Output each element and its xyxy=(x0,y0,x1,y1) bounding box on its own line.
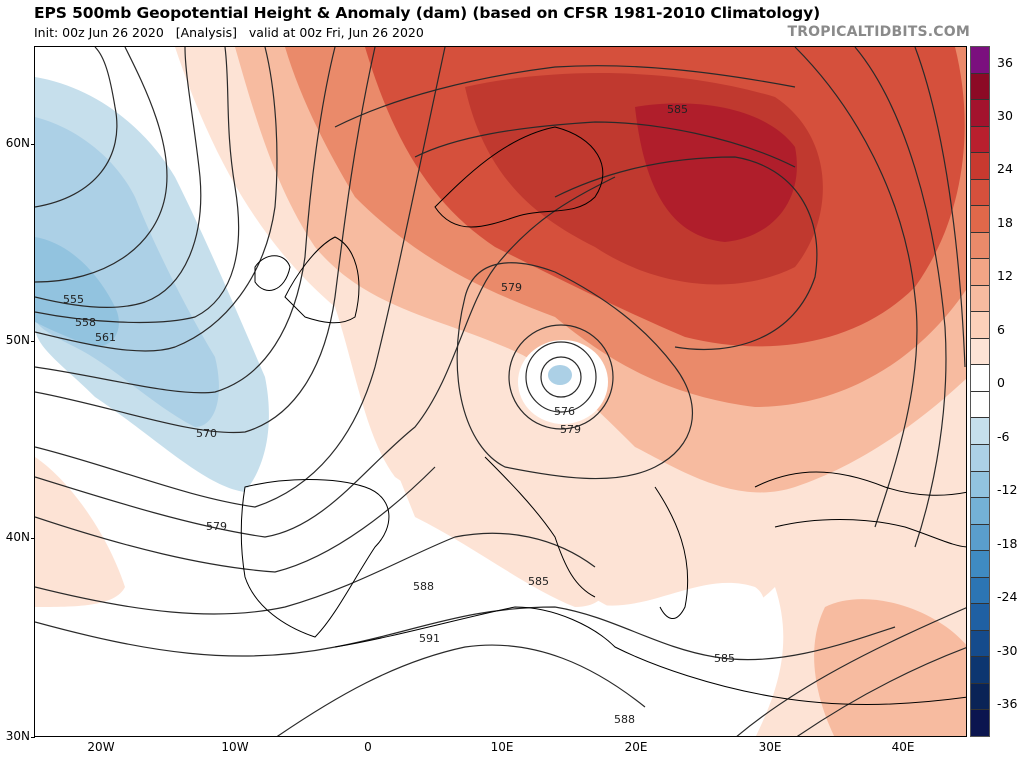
contour-label: 579 xyxy=(560,423,581,436)
lon-tick-0: 0 xyxy=(364,740,372,754)
colorbar-label: 36 xyxy=(997,55,1013,70)
colorbar-segment xyxy=(971,73,989,101)
contour-labels: 555 558 561 570 579 579 576 579 585 588 … xyxy=(63,103,735,726)
coastlines xyxy=(240,126,966,705)
lon-tick-20w: 20W xyxy=(87,740,115,754)
lon-tick-30e: 30E xyxy=(758,740,782,754)
colorbar-segment xyxy=(971,657,989,684)
colorbar-segment xyxy=(971,683,989,711)
colorbar-segment xyxy=(971,206,989,233)
colorbar-label: 12 xyxy=(997,268,1013,283)
brand-watermark: TROPICALTIDBITS.COM xyxy=(787,24,970,40)
contour-label: 585 xyxy=(714,652,735,665)
colorbar-segment xyxy=(971,471,989,499)
cold-anomaly-12 xyxy=(35,117,219,427)
cut-off-low-core xyxy=(548,365,572,385)
colorbar-segment xyxy=(971,126,989,154)
colorbar-segment xyxy=(971,418,989,445)
anomaly-colorbar xyxy=(970,46,990,737)
contour-label: 588 xyxy=(614,713,635,726)
contour-label: 576 xyxy=(554,405,575,418)
lat-tick-30n: 30N xyxy=(0,729,35,743)
colorbar-segment xyxy=(971,312,989,339)
contour-label: 558 xyxy=(75,316,96,329)
contour-label: 570 xyxy=(196,427,217,440)
colorbar-segment xyxy=(971,285,989,313)
init-valid-line: Init: 00z Jun 26 2020 [Analysis] valid a… xyxy=(34,25,424,40)
warm-anomaly-max xyxy=(635,103,797,242)
warm-anomaly-italy xyxy=(395,467,606,607)
colorbar-label: -24 xyxy=(997,589,1018,604)
colorbar-label: -12 xyxy=(997,482,1018,497)
neutral-med xyxy=(235,487,784,736)
colorbar-label: -18 xyxy=(997,536,1018,551)
colorbar-segment xyxy=(971,444,989,472)
colorbar-label: -30 xyxy=(997,643,1018,658)
cold-anomaly-18 xyxy=(35,237,119,347)
lon-tick-20e: 20E xyxy=(624,740,648,754)
lat-tick-50n: 50N xyxy=(0,333,35,347)
colorbar-segment xyxy=(971,179,989,207)
lat-tick-40n: 40N xyxy=(0,530,35,544)
colorbar-segment xyxy=(971,232,989,260)
colorbar-segment xyxy=(971,100,989,127)
colorbar-label: 0 xyxy=(997,375,1005,390)
lon-tick-10e: 10E xyxy=(490,740,514,754)
colorbar-segment xyxy=(971,498,989,525)
colorbar-segment xyxy=(971,259,989,286)
warm-anomaly-sw xyxy=(35,457,125,607)
colorbar-segment xyxy=(971,604,989,631)
colorbar-label: -36 xyxy=(997,696,1018,711)
colorbar-segment xyxy=(971,391,989,419)
contour-label: 555 xyxy=(63,293,84,306)
colorbar-label: 30 xyxy=(997,108,1013,123)
colorbar-segment xyxy=(971,577,989,605)
chart-title: EPS 500mb Geopotential Height & Anomaly … xyxy=(34,4,821,22)
height-contours xyxy=(35,47,966,736)
colorbar-segment xyxy=(971,365,989,392)
contour-label: 579 xyxy=(206,520,227,533)
colorbar-segment xyxy=(971,630,989,658)
colorbar-segment xyxy=(971,47,989,74)
colorbar-label: 6 xyxy=(997,322,1005,337)
colorbar-segment xyxy=(971,338,989,366)
contour-label: 585 xyxy=(528,575,549,588)
colorbar-segment xyxy=(971,551,989,578)
contour-label: 561 xyxy=(95,331,116,344)
colorbar-segment xyxy=(971,710,989,736)
contour-label: 588 xyxy=(413,580,434,593)
anomaly-field: 555 558 561 570 579 579 576 579 585 588 … xyxy=(35,47,966,736)
contour-label: 585 xyxy=(667,103,688,116)
colorbar-label: -6 xyxy=(997,429,1010,444)
lon-tick-40e: 40E xyxy=(891,740,915,754)
contour-label: 579 xyxy=(501,281,522,294)
colorbar-segment xyxy=(971,153,989,180)
colorbar-segment xyxy=(971,524,989,552)
lon-tick-10w: 10W xyxy=(221,740,249,754)
contour-label: 591 xyxy=(419,632,440,645)
map-panel: 555 558 561 570 579 579 576 579 585 588 … xyxy=(34,46,967,737)
lat-tick-60n: 60N xyxy=(0,136,35,150)
colorbar-label: 24 xyxy=(997,161,1013,176)
colorbar-label: 18 xyxy=(997,215,1013,230)
